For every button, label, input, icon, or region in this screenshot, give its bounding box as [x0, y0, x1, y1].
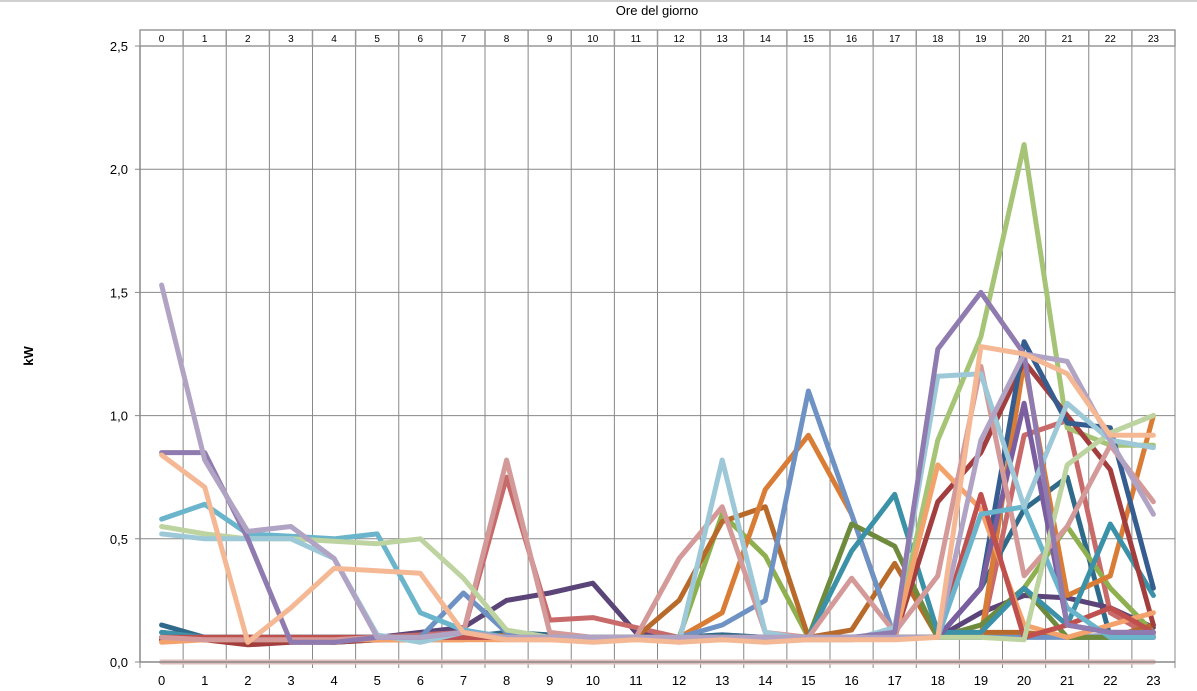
x-tick-label: 12: [672, 673, 686, 688]
top-x-tick-label: 2: [245, 34, 251, 45]
x-tick-label: 13: [715, 673, 729, 688]
x-tick-label: 20: [1017, 673, 1031, 688]
y-tick-label: 1,5: [110, 285, 128, 300]
x-tick-label: 8: [503, 673, 510, 688]
top-x-tick-label: 3: [288, 34, 294, 45]
top-x-tick-label: 1: [202, 34, 208, 45]
x-tick-label: 5: [374, 673, 381, 688]
top-x-tick-label: 11: [631, 34, 642, 45]
top-x-tick-label: 18: [932, 34, 944, 45]
top-x-tick-label: 13: [717, 34, 729, 45]
top-x-tick-label: 16: [846, 34, 858, 45]
y-tick-label: 2,5: [110, 39, 128, 54]
x-tick-label: 18: [931, 673, 945, 688]
x-tick-label: 19: [974, 673, 988, 688]
top-x-tick-label: 6: [418, 34, 424, 45]
top-x-tick-label: 17: [889, 34, 901, 45]
x-tick-label: 11: [629, 673, 643, 688]
x-tick-label: 9: [546, 673, 553, 688]
x-tick-label: 4: [330, 673, 337, 688]
top-x-tick-label: 12: [674, 34, 686, 45]
top-x-tick-label: 21: [1062, 34, 1074, 45]
top-x-tick-label: 0: [159, 34, 165, 45]
top-x-tick-label: 14: [760, 34, 772, 45]
x-tick-label: 3: [287, 673, 294, 688]
x-tick-label: 6: [417, 673, 424, 688]
x-tick-label: 14: [758, 673, 772, 688]
x-tick-label: 23: [1146, 673, 1160, 688]
x-tick-label: 16: [844, 673, 858, 688]
x-tick-label: 10: [586, 673, 600, 688]
x-tick-label: 1: [201, 673, 208, 688]
top-x-tick-label: 22: [1105, 34, 1117, 45]
top-x-tick-label: 5: [374, 34, 380, 45]
top-x-tick-label: 19: [975, 34, 987, 45]
top-x-tick-label: 9: [547, 34, 553, 45]
x-tick-label: 17: [887, 673, 901, 688]
x-tick-label: 21: [1060, 673, 1074, 688]
x-tick-label: 0: [158, 673, 165, 688]
top-x-tick-label: 10: [587, 34, 599, 45]
top-axis-title: Ore del giorno: [616, 3, 698, 18]
x-tick-label: 2: [244, 673, 251, 688]
top-x-tick-label: 4: [331, 34, 337, 45]
window-top-border: [0, 0, 1197, 2]
y-tick-label: 1,0: [110, 409, 128, 424]
top-x-tick-label: 23: [1148, 34, 1160, 45]
top-x-tick-label: 7: [461, 34, 467, 45]
x-tick-label: 22: [1103, 673, 1117, 688]
top-x-tick-label: 15: [803, 34, 815, 45]
y-axis-label: kW: [21, 346, 36, 366]
top-x-tick-label: 8: [504, 34, 510, 45]
top-x-tick-label: 20: [1019, 34, 1031, 45]
y-tick-label: 0,5: [110, 532, 128, 547]
y-tick-label: 2,0: [110, 162, 128, 177]
x-tick-label: 15: [801, 673, 815, 688]
x-tick-label: 7: [460, 673, 467, 688]
series-line-24: [159, 344, 1156, 645]
y-tick-label: 0,0: [110, 655, 128, 670]
series-line-23: [159, 282, 1156, 640]
